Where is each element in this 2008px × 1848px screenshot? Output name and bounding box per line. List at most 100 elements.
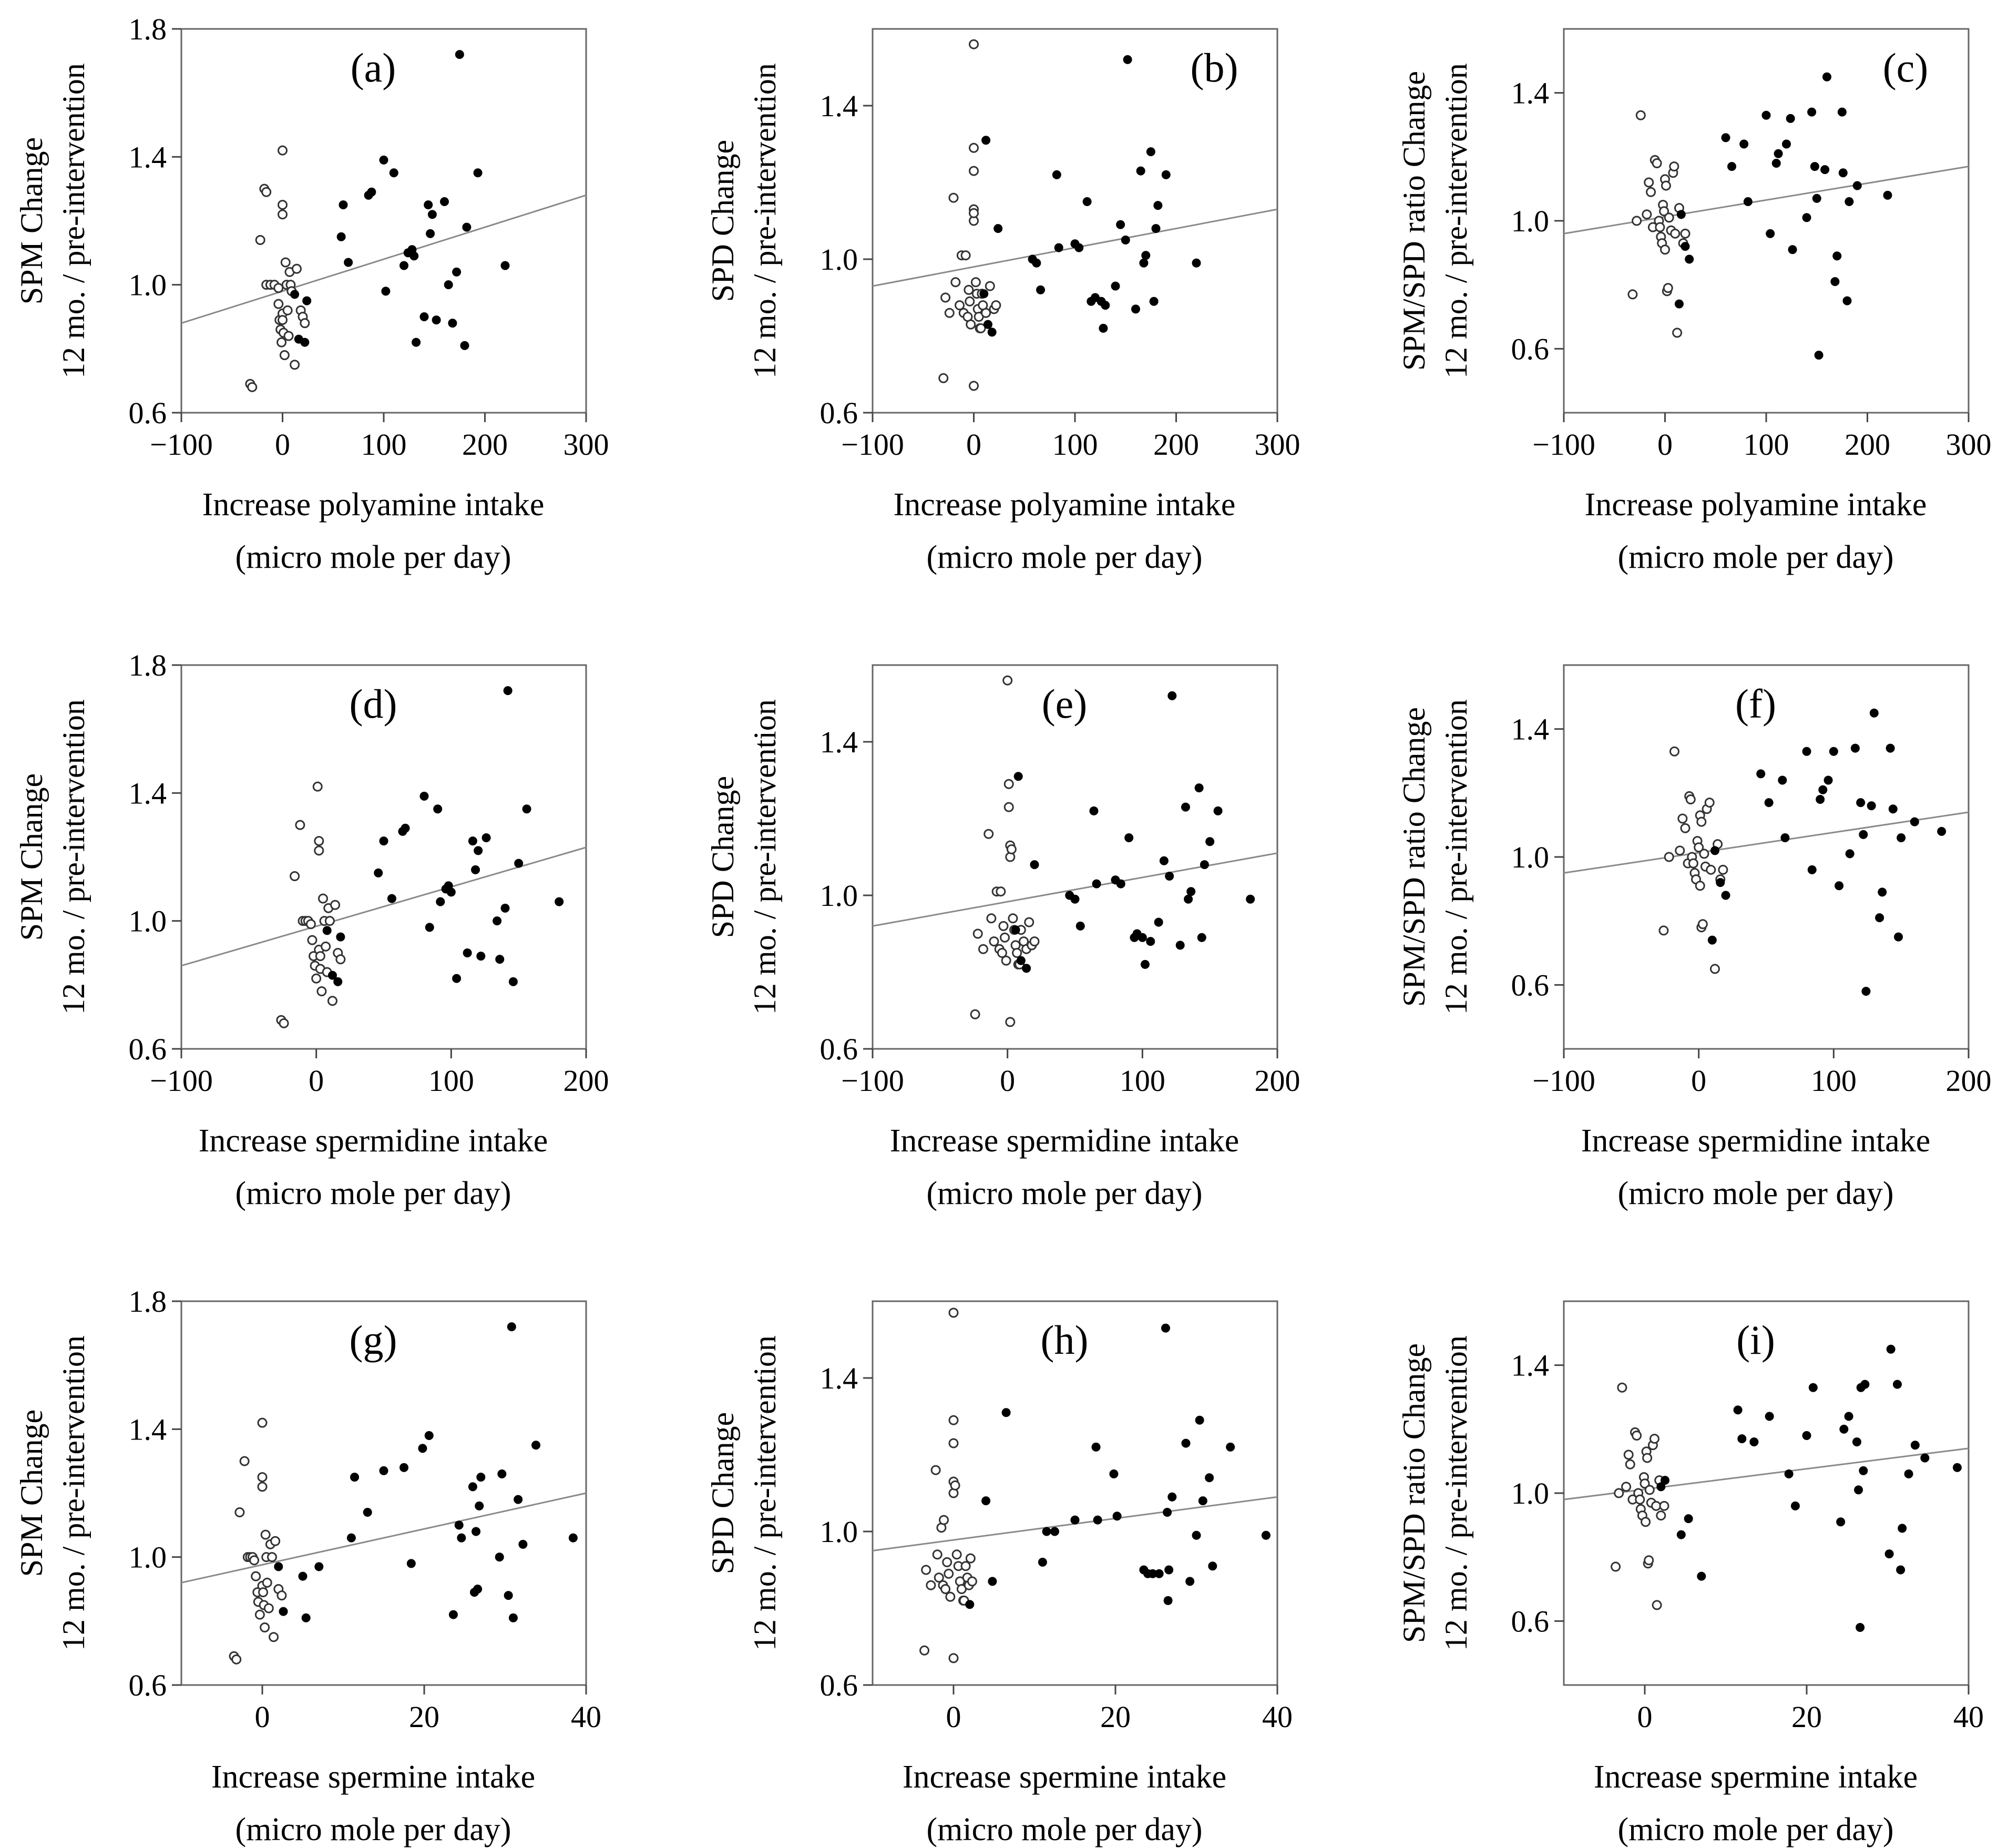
data-point-intervention: [1818, 785, 1828, 794]
y-axis-label: SPM Change: [14, 1410, 49, 1577]
chart-panel-b: −100 0 100 200 300 0.6 1.0 1.4 (b) Increase polya…: [705, 28, 1300, 575]
data-point-intervention: [1829, 747, 1838, 756]
data-point-control: [1003, 779, 1014, 789]
data-point-intervention: [1116, 879, 1125, 889]
data-point-control: [278, 315, 288, 325]
x-tick-label: 0: [966, 427, 981, 462]
data-point-intervention: [468, 836, 477, 846]
data-point-intervention: [399, 1463, 408, 1472]
data-point-intervention: [412, 338, 421, 347]
data-point-control: [330, 900, 341, 910]
x-tick-label: 40: [1262, 1700, 1293, 1734]
data-point-control: [1646, 187, 1656, 197]
data-point-control: [1649, 1434, 1659, 1444]
data-point-intervention: [1149, 297, 1159, 306]
data-point-intervention: [1886, 743, 1895, 753]
data-point-intervention: [518, 1539, 528, 1549]
y-tick-label: 1.4: [129, 140, 167, 174]
data-point-control: [1008, 913, 1018, 924]
data-point-intervention: [389, 168, 398, 178]
data-point-intervention: [279, 1607, 288, 1616]
data-point-control: [969, 166, 979, 176]
data-point-intervention: [363, 1508, 372, 1517]
data-point-control: [966, 319, 976, 330]
data-point-intervention: [1161, 1323, 1170, 1333]
data-point-intervention: [1131, 304, 1140, 314]
data-point-intervention: [427, 210, 437, 219]
data-point-control: [234, 1507, 245, 1517]
data-point-intervention: [555, 897, 564, 906]
data-point-intervention: [993, 224, 1003, 233]
data-point-intervention: [503, 686, 513, 696]
panel-label: (c): [1883, 45, 1929, 90]
data-point-control: [1704, 798, 1715, 808]
data-point-intervention: [1198, 1496, 1207, 1506]
y-tick-label: 1.4: [1511, 76, 1550, 110]
y-tick-label: 1.0: [1511, 204, 1550, 238]
panel-label: (h): [1041, 1317, 1089, 1363]
data-point-intervention: [424, 1431, 434, 1440]
data-point-control: [1697, 919, 1708, 930]
data-point-intervention: [367, 187, 376, 197]
data-point-control: [948, 1308, 959, 1318]
data-point-control: [965, 1553, 976, 1564]
data-point-intervention: [1109, 1469, 1119, 1478]
y-tick-label: 0.6: [129, 1668, 167, 1702]
chart-panel-d: −100 0 100 200 0.6 1.0 1.4 1.8 (d) Increase sperm…: [14, 648, 609, 1211]
data-point-intervention: [1788, 245, 1797, 254]
x-tick-label: 100: [361, 427, 407, 462]
data-point-intervention: [1676, 210, 1686, 219]
chart-panel-a: −100 0 100 200 300 0.6 1.0 1.4 1.8 (a) Increase po…: [14, 12, 609, 575]
data-point-intervention: [1822, 72, 1831, 81]
data-point-intervention: [1859, 1466, 1868, 1475]
data-point-intervention: [440, 197, 449, 206]
data-point-intervention: [462, 222, 472, 232]
data-point-intervention: [419, 791, 429, 801]
data-point-intervention: [1124, 833, 1134, 842]
plot-frame: [872, 664, 1278, 1050]
x-axis-unit-label: (micro mole per day): [1617, 1176, 1893, 1211]
data-point-intervention: [1780, 833, 1790, 842]
data-point-control: [1644, 1555, 1654, 1566]
x-tick-label: 40: [1953, 1700, 1984, 1734]
y-tick-label: 1.4: [1511, 712, 1550, 747]
data-point-intervention: [300, 338, 310, 347]
data-point-control: [969, 142, 979, 153]
data-point-control: [1623, 1449, 1634, 1460]
y-tick-label: 1.4: [820, 1361, 858, 1395]
data-point-control: [970, 1009, 980, 1019]
data-point-control: [948, 192, 959, 203]
data-point-intervention: [452, 267, 462, 277]
data-point-control: [1696, 816, 1707, 827]
y-axis-label: SPD Change: [705, 140, 740, 302]
data-point-intervention: [457, 1533, 466, 1543]
y-tick-label: 1.4: [820, 89, 858, 123]
data-point-intervention: [1807, 107, 1817, 117]
data-point-intervention: [473, 1585, 483, 1594]
x-tick-label: 0: [946, 1700, 961, 1734]
regression-line: [181, 1492, 587, 1584]
data-point-control: [1005, 1017, 1016, 1027]
data-point-intervention: [508, 977, 518, 986]
chart-panel-f: −100 0 100 200 0.6 1.0 1.4 (f) Increase spermidi…: [1397, 664, 1992, 1211]
plot-frame: [872, 1300, 1278, 1686]
x-tick-label: 20: [1100, 1700, 1131, 1734]
x-axis-label: Increase spermine intake: [1594, 1759, 1918, 1795]
data-point-intervention: [1163, 1508, 1172, 1517]
data-point-intervention: [448, 1610, 458, 1619]
data-point-intervention: [1727, 162, 1737, 171]
data-point-intervention: [1850, 743, 1860, 753]
data-point-control: [315, 951, 325, 962]
data-point-control: [247, 382, 258, 392]
y-tick-label: 0.6: [1511, 332, 1550, 366]
x-tick-label: 40: [571, 1700, 601, 1734]
data-point-control: [989, 936, 999, 947]
data-point-intervention: [981, 136, 991, 145]
data-point-intervention: [1838, 168, 1848, 178]
data-point-intervention: [1001, 1408, 1011, 1417]
data-point-intervention: [988, 1577, 997, 1586]
data-point-intervention: [448, 319, 457, 328]
x-axis-unit-label: (micro mole per day): [235, 1176, 511, 1211]
data-point-intervention: [493, 916, 502, 926]
data-point-intervention: [1830, 277, 1840, 287]
